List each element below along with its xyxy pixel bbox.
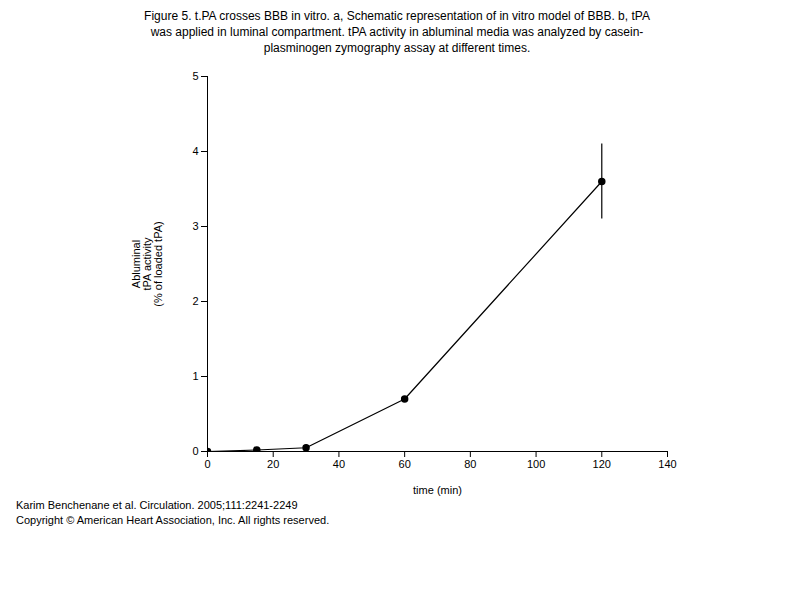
svg-text:5: 5 <box>192 70 198 82</box>
svg-text:3: 3 <box>192 220 198 232</box>
svg-text:time (min): time (min) <box>413 484 462 496</box>
svg-text:2: 2 <box>192 295 198 307</box>
html-text:Copyright © American Heart Ass: Copyright © American Heart Association, … <box>16 514 330 526</box>
svg-text:120: 120 <box>593 458 611 470</box>
svg-text:60: 60 <box>399 458 411 470</box>
svg-text:80: 80 <box>464 458 476 470</box>
svg-text:1: 1 <box>192 370 198 382</box>
svg-text:0: 0 <box>204 458 210 470</box>
html-text:Figure 5. t.PA crosses BBB in: Figure 5. t.PA crosses BBB in vitro. a, … <box>144 9 650 23</box>
svg-text:AbluminaltPA activity(% of loa: AbluminaltPA activity(% of loaded tPA) <box>130 221 164 306</box>
html-text:Karim Benchenane et al. Circul: Karim Benchenane et al. Circulation. 200… <box>16 499 298 511</box>
html-text:was applied in luminal compart: was applied in luminal compartment. tPA … <box>150 25 644 39</box>
svg-text:100: 100 <box>527 458 545 470</box>
svg-text:20: 20 <box>267 458 279 470</box>
svg-text:4: 4 <box>192 145 198 157</box>
html-text:plasminogen zymography assay a: plasminogen zymography assay at differen… <box>263 41 531 55</box>
svg-text:0: 0 <box>192 445 198 457</box>
svg-text:140: 140 <box>658 458 676 470</box>
svg-text:40: 40 <box>333 458 345 470</box>
